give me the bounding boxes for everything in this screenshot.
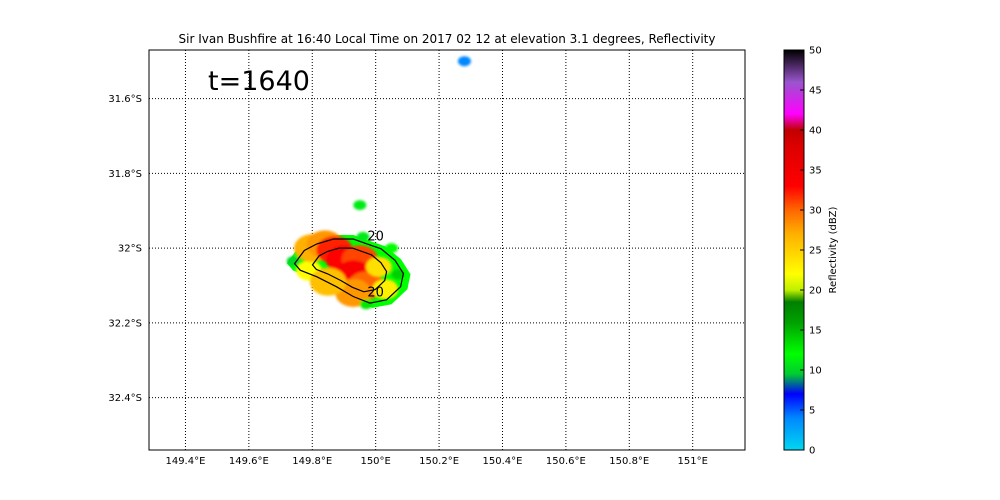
colorbar-tick-label: 5	[809, 406, 815, 417]
lon-tick-label: 150.6°E	[546, 456, 586, 467]
colorbar-tick-label: 50	[809, 46, 822, 57]
lon-tick-label: 150.8°E	[609, 456, 649, 467]
colorbar-label: Reflectivity (dBZ)	[828, 206, 839, 293]
lat-tick-label: 32.4°S	[108, 393, 142, 404]
lon-tick-label: 150.2°E	[419, 456, 459, 467]
colorbar-tick-label: 35	[809, 166, 822, 177]
lon-tick-label: 150°E	[360, 456, 390, 467]
time-label: t=1640	[208, 66, 310, 97]
lat-tick-label: 32.2°S	[108, 318, 142, 329]
reflectivity-cell	[366, 257, 392, 277]
lat-tick-label: 31.8°S	[108, 169, 142, 180]
colorbar-tick-label: 45	[809, 86, 822, 97]
map-background	[149, 50, 745, 450]
reflectivity-cell	[385, 243, 398, 253]
colorbar-tick-label: 10	[809, 366, 822, 377]
lon-tick-label: 149.6°E	[229, 456, 269, 467]
colorbar-tick-label: 0	[809, 446, 815, 457]
reflectivity-cell	[353, 200, 366, 210]
colorbar-tick-label: 30	[809, 206, 822, 217]
reflectivity-cell	[458, 56, 471, 66]
latitude-tick-labels: 31.6°S 31.8°S 32°S 32.2°S 32.4°S	[108, 94, 142, 404]
lon-tick-label: 151°E	[677, 456, 707, 467]
longitude-tick-labels: 149.4°E 149.6°E 149.8°E 150°E 150.2°E 150.4°E…	[165, 456, 707, 467]
colorbar-tick-label: 40	[809, 126, 822, 137]
lon-tick-label: 149.4°E	[165, 456, 205, 467]
lon-tick-label: 150.4°E	[483, 456, 523, 467]
lon-tick-label: 149.8°E	[292, 456, 332, 467]
lat-tick-label: 32°S	[118, 244, 142, 255]
contour-label: 20	[367, 286, 384, 301]
lat-tick-label: 31.6°S	[108, 94, 142, 105]
plot-title: Sir Ivan Bushfire at 16:40 Local Time on…	[179, 32, 716, 46]
contour-label: 20	[367, 230, 384, 245]
colorbar-tick-label: 20	[809, 286, 822, 297]
reflectivity-cell	[287, 256, 300, 266]
colorbar-tick-label: 25	[809, 246, 822, 257]
colorbar-tick-label: 15	[809, 326, 822, 337]
reflectivity-cell	[310, 268, 346, 296]
